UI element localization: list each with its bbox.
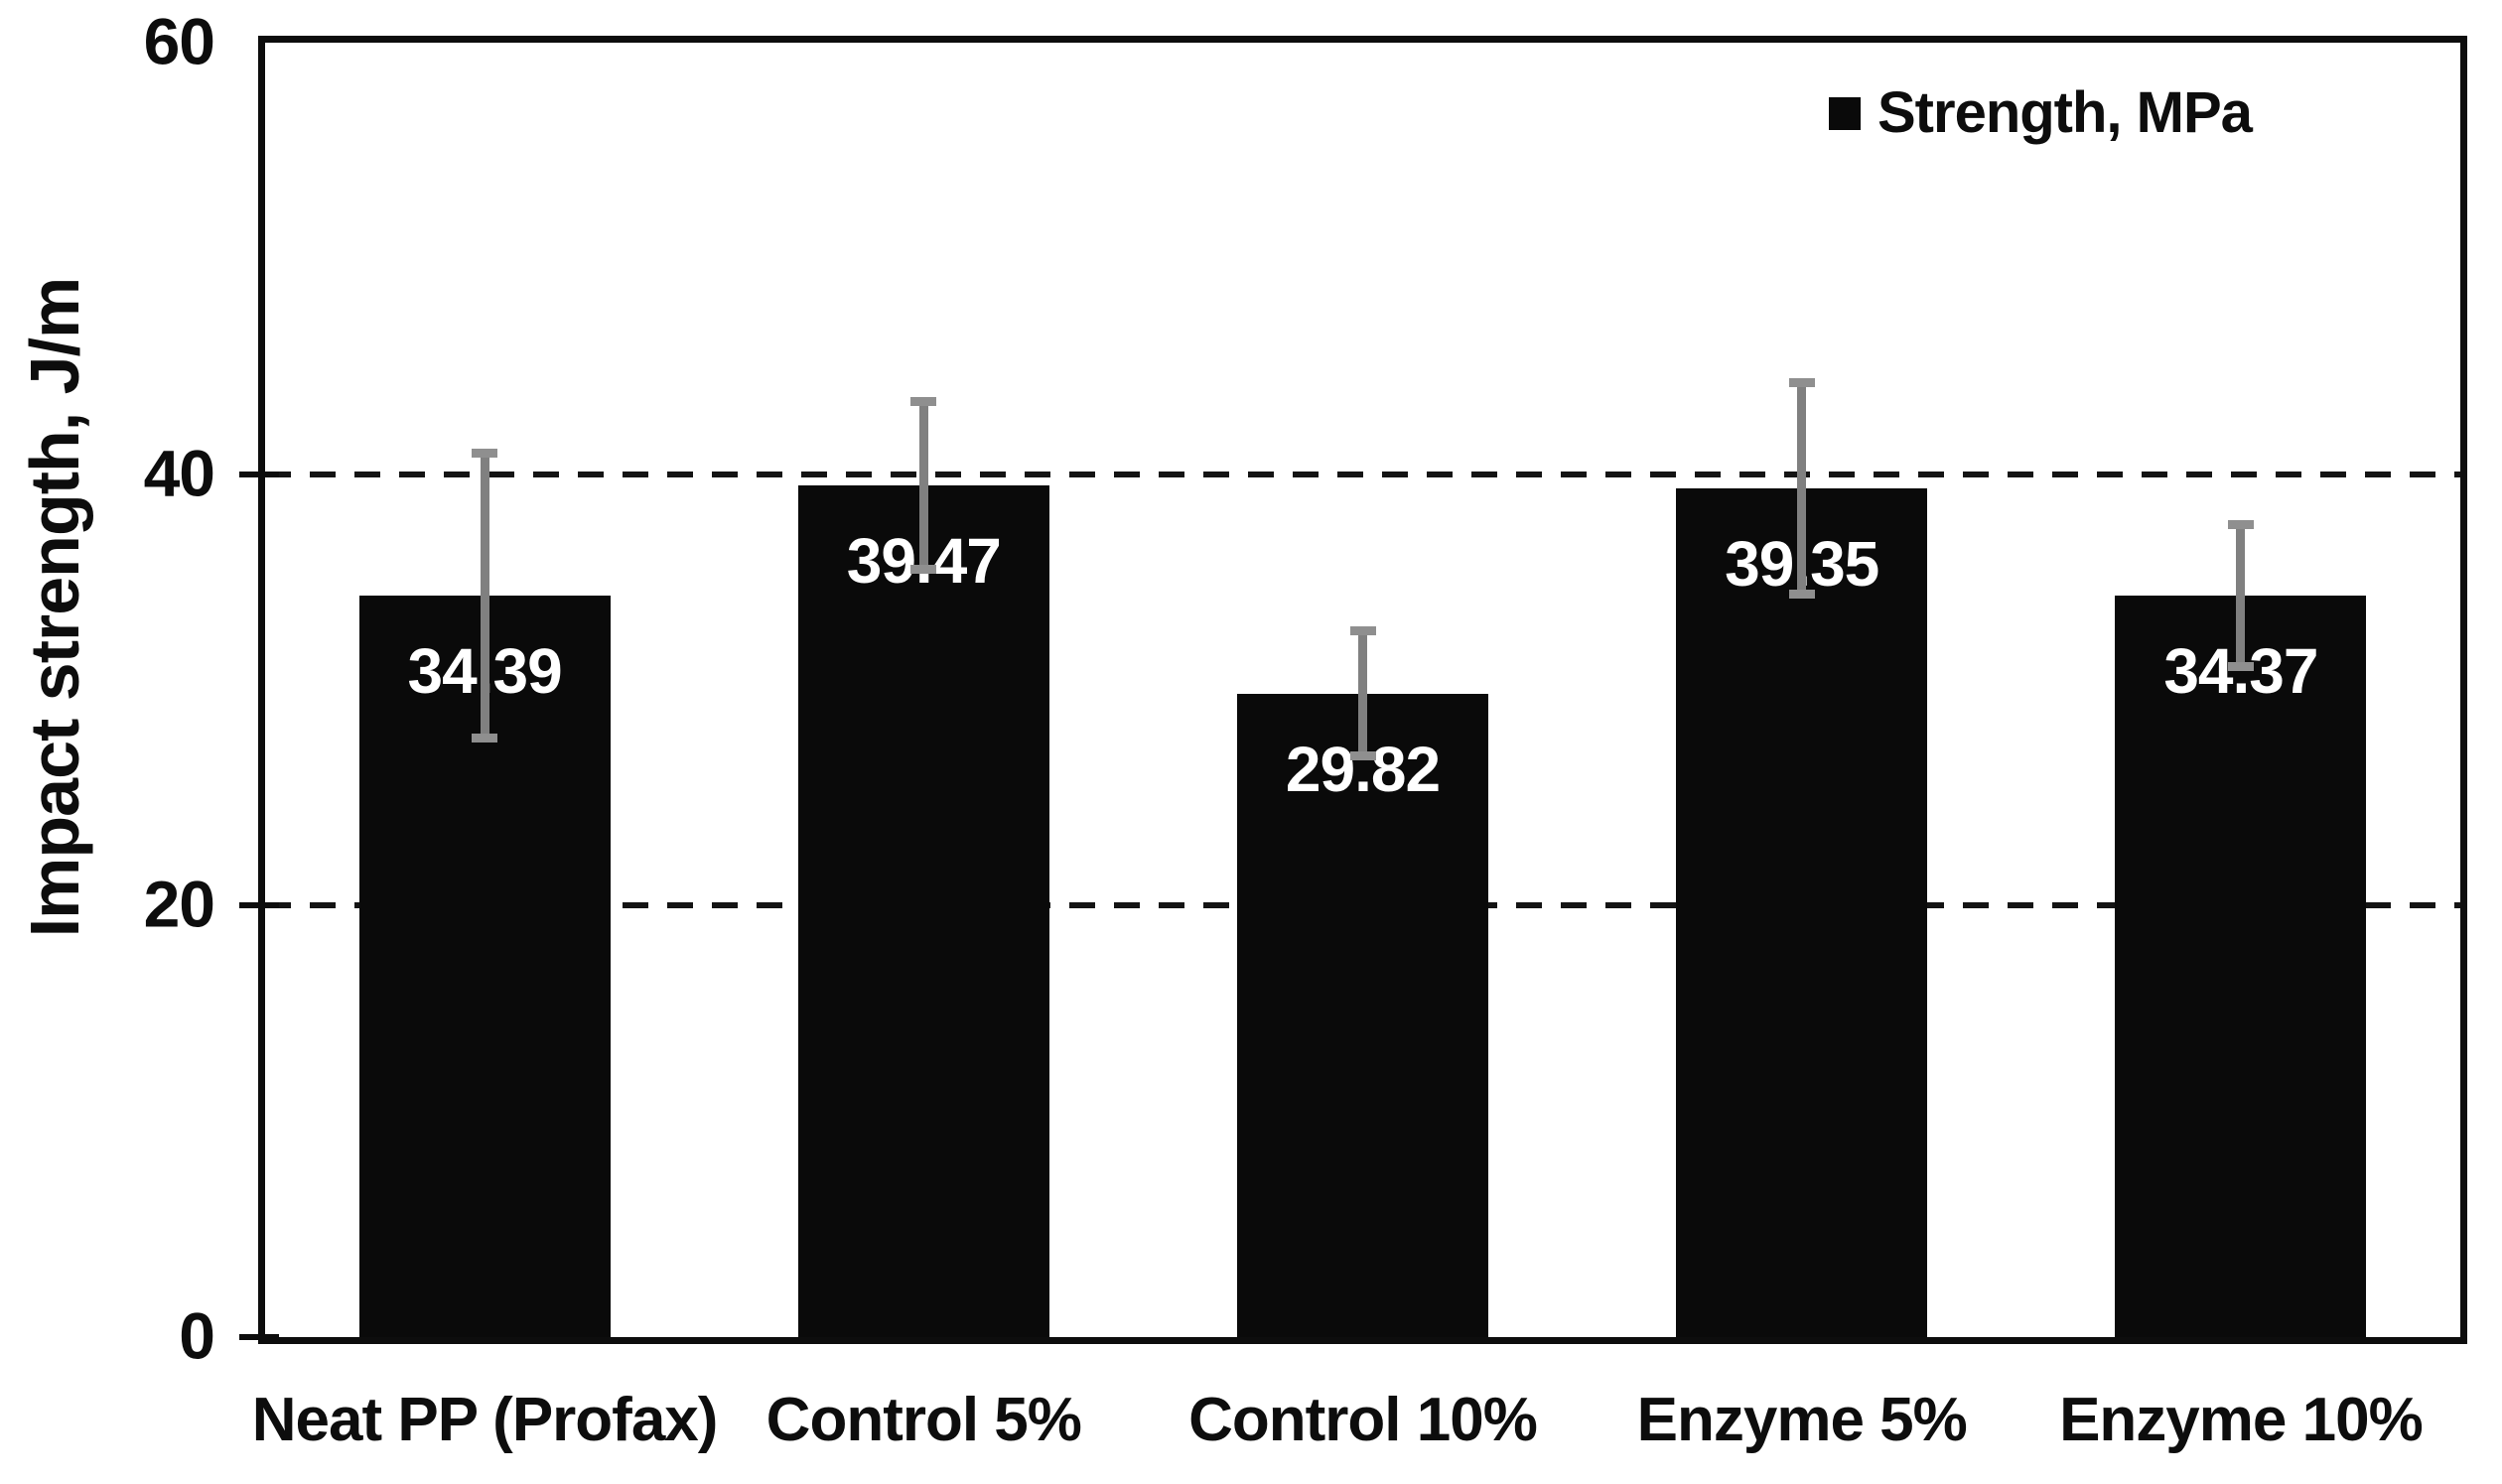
error-bar [480, 453, 489, 739]
error-bar [918, 401, 928, 570]
error-bar-cap [472, 448, 498, 458]
error-bar-cap [1788, 377, 1815, 387]
y-axis-tick-mark [239, 902, 279, 909]
error-bar-cap [910, 396, 937, 406]
legend-square-marker-icon [1829, 96, 1861, 130]
x-tick-label: Neat PP (Profax) [251, 1386, 719, 1454]
legend: Strength, MPa [1829, 80, 2253, 145]
x-tick-label: Control 10% [1188, 1386, 1538, 1454]
y-axis-title: Impact strength, J/m [16, 277, 93, 938]
y-axis-tick-mark [239, 471, 279, 477]
y-tick-label: 60 [143, 4, 215, 78]
bar [2115, 596, 2367, 1337]
y-axis-tick-mark [239, 1334, 279, 1340]
error-bar-cap [1349, 751, 1376, 761]
y-tick-label: 0 [179, 1298, 215, 1373]
error-bar-cap [472, 733, 498, 742]
x-tick-label: Enzyme 10% [2059, 1386, 2424, 1454]
gridline [265, 471, 2460, 477]
bar [797, 485, 1049, 1337]
x-tick-label: Enzyme 5% [1636, 1386, 1968, 1454]
error-bar-cap [1788, 589, 1815, 599]
y-tick-label: 40 [143, 436, 215, 510]
error-bar-cap [2227, 519, 2254, 529]
error-bar [1358, 630, 1367, 756]
plot-area: 34.3939.4729.8239.3534.37 Strength, MPa [239, 36, 2467, 1344]
y-tick-label: 20 [143, 868, 215, 942]
x-tick-label: Control 5% [765, 1386, 1082, 1454]
error-bar [2236, 524, 2246, 667]
error-bar-cap [910, 565, 937, 575]
bar [1676, 487, 1928, 1337]
error-bar-cap [2227, 662, 2254, 672]
error-bar-cap [1349, 626, 1376, 636]
error-bar [1797, 382, 1807, 595]
bar [1237, 693, 1488, 1337]
legend-label: Strength, MPa [1877, 80, 2253, 145]
